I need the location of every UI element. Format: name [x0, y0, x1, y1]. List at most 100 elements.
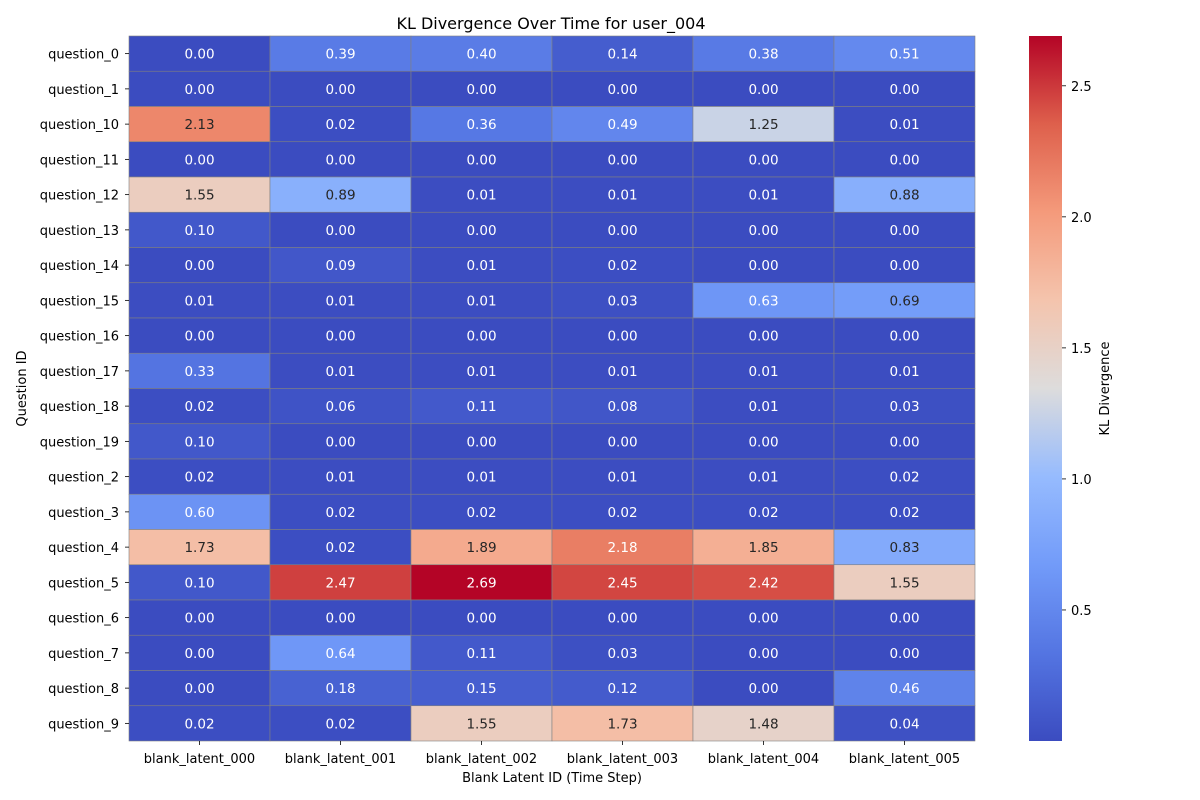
heatmap-cell-label-r9-c1: 0.01 [325, 364, 355, 380]
heatmap-cell-label-r4-c0: 1.55 [184, 188, 214, 204]
heatmap-cell-r8-c1 [269, 317, 412, 354]
heatmap-cell-label-r15-c2: 2.69 [466, 575, 496, 591]
colorbar-tick-label-0: 0.5 [1071, 604, 1092, 619]
heatmap-cell-r2-c1 [269, 106, 412, 143]
heatmap-cell-label-r5-c0: 0.10 [184, 223, 214, 239]
heatmap-cell-r3-c1 [269, 141, 412, 178]
heatmap-cell-r11-c1 [269, 423, 412, 460]
y-axis-ticks: question_0 question_1 question_10 question_… [40, 48, 129, 732]
heatmap-cell-label-r0-c1: 0.39 [325, 47, 355, 63]
heatmap-cell-label-r15-c0: 0.10 [184, 575, 214, 591]
heatmap-cell-r8-c5 [833, 317, 976, 354]
heatmap-cell-r0-c0 [128, 35, 271, 72]
heatmap-cell-r2-c5 [833, 106, 976, 143]
heatmap-cell-label-r4-c5: 0.88 [889, 188, 919, 204]
heatmap-cell-r14-c2 [410, 529, 553, 566]
heatmap-cell-label-r12-c1: 0.01 [325, 470, 355, 486]
heatmap-cell-r17-c5 [833, 634, 976, 671]
heatmap-cell-label-r10-c4: 0.01 [748, 399, 778, 415]
heatmap-cell-label-r15-c4: 2.42 [748, 575, 778, 591]
heatmap-cell-r9-c4 [692, 352, 835, 389]
heatmap-cell-r18-c4 [692, 670, 835, 707]
heatmap-cell-label-r3-c3: 0.00 [607, 152, 637, 168]
heatmap-cell-label-r0-c3: 0.14 [607, 47, 637, 63]
heatmap-cell-label-r11-c2: 0.00 [466, 434, 496, 450]
heatmap-cell-label-r3-c5: 0.00 [889, 152, 919, 168]
heatmap-cell-label-r0-c0: 0.00 [184, 47, 214, 63]
heatmap-cell-r13-c3 [551, 493, 694, 530]
heatmap-cell-label-r2-c1: 0.02 [325, 117, 355, 133]
heatmap-cell-r12-c2 [410, 458, 553, 495]
heatmap-cell-r11-c3 [551, 423, 694, 460]
heatmap-cell-r13-c5 [833, 493, 976, 530]
heatmap-cell-label-r11-c0: 0.10 [184, 434, 214, 450]
heatmap-cell-r1-c5 [833, 70, 976, 107]
heatmap-cell-r13-c4 [692, 493, 835, 530]
heatmap-cell-label-r11-c3: 0.00 [607, 434, 637, 450]
heatmap-cell-label-r13-c5: 0.02 [889, 505, 919, 521]
heatmap-cell-r18-c5 [833, 670, 976, 707]
y-tick-label-14: question_4 [48, 541, 119, 556]
heatmap-cell-r13-c2 [410, 493, 553, 530]
heatmap-cell-label-r7-c1: 0.01 [325, 293, 355, 309]
heatmap-cell-label-r7-c2: 0.01 [466, 293, 496, 309]
heatmap-cell-label-r9-c3: 0.01 [607, 364, 637, 380]
heatmap-cell-r7-c5 [833, 282, 976, 319]
heatmap-cell-r1-c3 [551, 70, 694, 107]
x-tick-label-4: blank_latent_004 [708, 752, 819, 767]
heatmap-cell-r18-c3 [551, 670, 694, 707]
heatmap-cell-label-r6-c0: 0.00 [184, 258, 214, 274]
colorbar-label: KL Divergence [1098, 342, 1113, 436]
heatmap-cell-label-r7-c5: 0.69 [889, 293, 919, 309]
heatmap-cell-label-r19-c0: 0.02 [184, 716, 214, 732]
heatmap-cell-label-r2-c3: 0.49 [607, 117, 637, 133]
heatmap-cell-label-r9-c0: 0.33 [184, 364, 214, 380]
heatmap-cell-label-r8-c5: 0.00 [889, 329, 919, 345]
heatmap-cell-label-r8-c4: 0.00 [748, 329, 778, 345]
heatmap-cell-label-r10-c1: 0.06 [325, 399, 355, 415]
heatmap-cell-label-r17-c0: 0.00 [184, 646, 214, 662]
heatmap-cell-label-r3-c4: 0.00 [748, 152, 778, 168]
heatmap-cell-label-r12-c5: 0.02 [889, 470, 919, 486]
x-tick-label-5: blank_latent_005 [849, 752, 960, 767]
heatmap-cell-label-r7-c4: 0.63 [748, 293, 778, 309]
heatmap-cell-r16-c2 [410, 599, 553, 636]
heatmap-cell-label-r11-c1: 0.00 [325, 434, 355, 450]
heatmap-cell-r0-c5 [833, 35, 976, 72]
heatmap-cell-r6-c2 [410, 247, 553, 284]
heatmap-cell-label-r14-c1: 0.02 [325, 540, 355, 556]
heatmap-cell-r17-c3 [551, 634, 694, 671]
heatmap-cell-r19-c5 [833, 705, 976, 742]
heatmap-cell-label-r17-c1: 0.64 [325, 646, 355, 662]
heatmap-cell-r7-c0 [128, 282, 271, 319]
heatmap-cell-r6-c1 [269, 247, 412, 284]
heatmap-cell-label-r12-c2: 0.01 [466, 470, 496, 486]
heatmap-cell-r2-c2 [410, 106, 553, 143]
heatmap-cell-label-r16-c2: 0.00 [466, 611, 496, 627]
heatmap-cell-label-r4-c1: 0.89 [325, 188, 355, 204]
heatmap-cell-label-r13-c0: 0.60 [184, 505, 214, 521]
heatmap-cell-label-r11-c5: 0.00 [889, 434, 919, 450]
heatmap-cell-r2-c0 [128, 106, 271, 143]
heatmap-cell-r5-c4 [692, 211, 835, 248]
heatmap-cell-label-r3-c2: 0.00 [466, 152, 496, 168]
y-tick-label-15: question_5 [48, 576, 119, 591]
heatmap-cell-label-r6-c2: 0.01 [466, 258, 496, 274]
heatmap-cell-r16-c3 [551, 599, 694, 636]
heatmap-cell-label-r15-c1: 2.47 [325, 575, 355, 591]
heatmap-cell-label-r4-c3: 0.01 [607, 188, 637, 204]
heatmap-cell-label-r2-c5: 0.01 [889, 117, 919, 133]
heatmap-cell-label-r13-c1: 0.02 [325, 505, 355, 521]
x-tick-label-0: blank_latent_000 [144, 752, 255, 767]
y-tick-label-3: question_11 [40, 153, 119, 168]
chart-title: KL Divergence Over Time for user_004 [396, 14, 705, 34]
colorbar-gradient [1029, 36, 1062, 741]
heatmap-cell-label-r1-c2: 0.00 [466, 82, 496, 98]
heatmap-cell-label-r1-c1: 0.00 [325, 82, 355, 98]
x-axis-label: Blank Latent ID (Time Step) [462, 771, 642, 786]
y-tick-label-1: question_1 [48, 83, 119, 98]
heatmap-cell-label-r8-c3: 0.00 [607, 329, 637, 345]
heatmap-cell-label-r18-c4: 0.00 [748, 681, 778, 697]
heatmap-cell-label-r8-c1: 0.00 [325, 329, 355, 345]
heatmap-cell-r16-c1 [269, 599, 412, 636]
